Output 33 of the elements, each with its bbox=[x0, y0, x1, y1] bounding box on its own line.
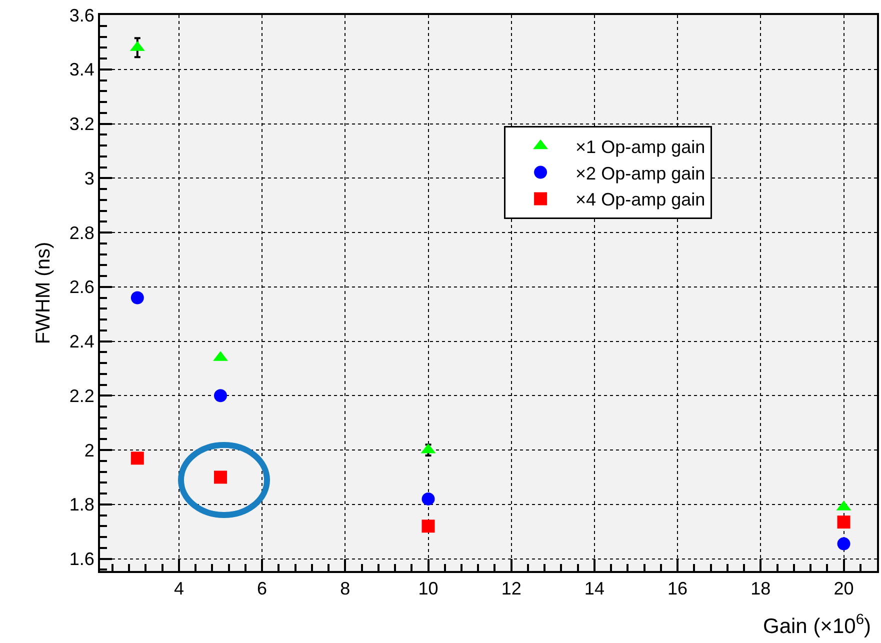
point bbox=[214, 389, 227, 402]
x-tick-label: 18 bbox=[750, 578, 771, 599]
x-tick-label: 8 bbox=[340, 578, 350, 599]
point bbox=[130, 452, 144, 465]
point bbox=[422, 520, 435, 533]
x-axis-title: Gain (×10$^{6}$) bbox=[763, 612, 871, 638]
x-tick-label: 14 bbox=[584, 578, 604, 599]
x-tick-label: 10 bbox=[418, 578, 438, 599]
y-tick-label: 1.8 bbox=[69, 494, 94, 515]
y-axis-title: FWHM (ns) bbox=[32, 242, 54, 344]
x-tick-label: 20 bbox=[834, 578, 854, 599]
y-tick-label: 2 bbox=[84, 440, 94, 460]
y-tick-label: 3.4 bbox=[69, 60, 94, 80]
legend-label: ×1 Op-amp gain bbox=[576, 136, 706, 157]
y-tick-label: 3 bbox=[84, 168, 94, 188]
point bbox=[837, 537, 850, 550]
y-tick-label: 1.6 bbox=[69, 549, 94, 570]
point bbox=[837, 516, 850, 529]
y-tick-label: 3.2 bbox=[69, 114, 94, 134]
x-tick-label: 12 bbox=[501, 578, 522, 599]
legend-label: ×4 Op-amp gain bbox=[576, 190, 706, 210]
y-tick-label: 2.8 bbox=[69, 222, 94, 243]
y-tick-label: 2.2 bbox=[69, 386, 94, 406]
point bbox=[422, 492, 435, 506]
point bbox=[214, 470, 227, 484]
x-tick-label: 16 bbox=[668, 578, 688, 599]
y-tick-label: 2.6 bbox=[69, 277, 94, 298]
x-tick-label: 4 bbox=[174, 578, 184, 599]
y-tick-label: 3.6 bbox=[69, 5, 94, 26]
point bbox=[130, 291, 144, 304]
y-tick-label: 2.4 bbox=[69, 332, 94, 352]
x-tick-label: 6 bbox=[257, 578, 268, 599]
legend-label: ×2 Op-amp gain bbox=[576, 163, 706, 184]
